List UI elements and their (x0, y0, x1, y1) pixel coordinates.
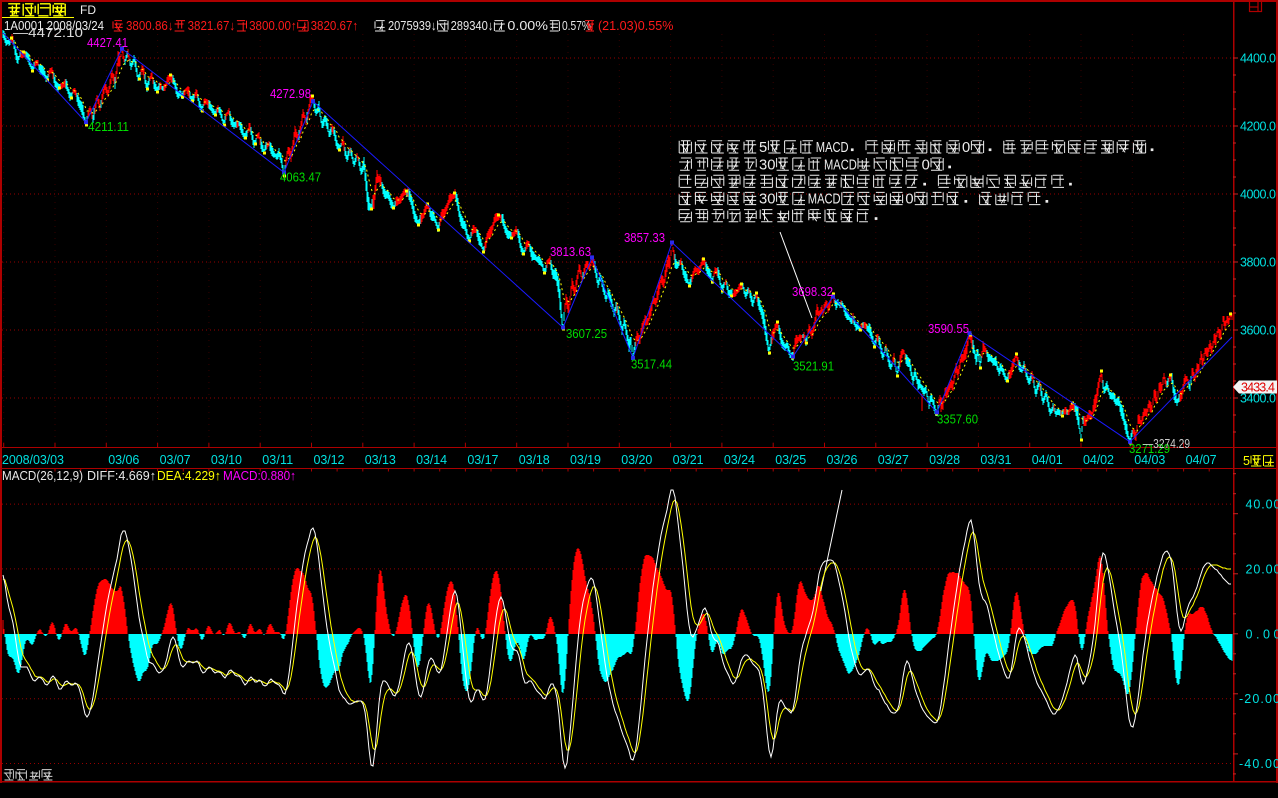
svg-text:4211.11: 4211.11 (88, 120, 129, 134)
svg-text:MACD: MACD (824, 156, 857, 173)
svg-text:3857.33: 3857.33 (624, 231, 665, 245)
svg-text:-40.00: -40.00 (1239, 757, 1278, 771)
svg-text:3400.0: 3400.0 (1240, 392, 1276, 406)
svg-text:03/31: 03/31 (980, 453, 1011, 467)
svg-text:2075939↓: 2075939↓ (388, 18, 437, 33)
svg-text:289340↓: 289340↓ (451, 18, 494, 33)
svg-text:04/01: 04/01 (1032, 453, 1063, 467)
svg-text:03/19: 03/19 (570, 453, 601, 467)
svg-text:40.00: 40.00 (1246, 498, 1278, 512)
svg-text:3521.91: 3521.91 (793, 360, 834, 374)
svg-text:—4472.10: —4472.10 (13, 26, 83, 40)
svg-text:5: 5 (759, 139, 767, 156)
svg-text:0.57%: 0.57% (562, 18, 591, 33)
svg-text:03/11: 03/11 (262, 453, 293, 467)
svg-text:3820.67↑: 3820.67↑ (311, 18, 359, 33)
svg-text:04/03: 04/03 (1134, 453, 1165, 467)
svg-text:3357.60: 3357.60 (937, 413, 978, 427)
svg-text:03/26: 03/26 (827, 453, 858, 467)
svg-text:30: 30 (759, 191, 775, 208)
svg-text:03/13: 03/13 (365, 453, 396, 467)
svg-text:04/02: 04/02 (1083, 453, 1114, 467)
svg-text:0.00%: 0.00% (507, 18, 548, 33)
svg-text:03/21: 03/21 (673, 453, 704, 467)
svg-text:DEA:4.229↑: DEA:4.229↑ (157, 468, 221, 483)
svg-text:30: 30 (759, 156, 775, 173)
svg-text:5: 5 (1243, 453, 1250, 468)
svg-text:0: 0 (905, 191, 913, 208)
svg-text:3607.25: 3607.25 (566, 327, 607, 341)
svg-text:03/18: 03/18 (519, 453, 550, 467)
svg-text:03/14: 03/14 (416, 453, 447, 467)
svg-text:03/28: 03/28 (929, 453, 960, 467)
svg-text:-20.00: -20.00 (1239, 692, 1278, 706)
svg-text:FD: FD (80, 3, 96, 17)
svg-text:3433.4: 3433.4 (1241, 381, 1275, 395)
svg-text:03/20: 03/20 (621, 453, 652, 467)
svg-text:4200.0: 4200.0 (1240, 120, 1276, 134)
svg-text:03/27: 03/27 (878, 453, 909, 467)
svg-text:03/10: 03/10 (211, 453, 242, 467)
svg-text:3271.29: 3271.29 (1129, 442, 1170, 456)
svg-text:3698.32: 3698.32 (792, 285, 833, 299)
svg-text:03/25: 03/25 (775, 453, 806, 467)
svg-text:20.00: 20.00 (1246, 562, 1278, 576)
svg-text:3590.55: 3590.55 (928, 322, 969, 336)
svg-text:4427.41: 4427.41 (87, 36, 128, 50)
svg-text:0: 0 (962, 139, 970, 156)
svg-text:MACD: MACD (816, 139, 849, 156)
svg-text:3600.0: 3600.0 (1240, 324, 1276, 338)
svg-text:3800.86↓: 3800.86↓ (126, 18, 174, 33)
svg-text:2008/03/03: 2008/03/03 (2, 453, 64, 467)
svg-text:4400.0: 4400.0 (1240, 52, 1276, 66)
svg-text:03/12: 03/12 (314, 453, 345, 467)
svg-text:4063.47: 4063.47 (280, 171, 321, 185)
svg-text:DIFF:4.669↑: DIFF:4.669↑ (87, 468, 156, 483)
svg-text:MACD: MACD (808, 191, 841, 208)
svg-text:3517.44: 3517.44 (631, 358, 672, 372)
svg-text:04/07: 04/07 (1186, 453, 1217, 467)
svg-text:3813.63: 3813.63 (550, 245, 591, 259)
svg-text:—3274.29: —3274.29 (1143, 437, 1190, 451)
svg-text:3800.0: 3800.0 (1240, 256, 1276, 270)
svg-text:(21.03)0.55%: (21.03)0.55% (598, 18, 674, 33)
svg-text:4000.0: 4000.0 (1240, 188, 1276, 202)
svg-text:03/07: 03/07 (160, 453, 191, 467)
svg-text:03/17: 03/17 (467, 453, 498, 467)
svg-text:MACD:0.880↑: MACD:0.880↑ (223, 468, 296, 483)
svg-text:4272.98: 4272.98 (270, 87, 311, 101)
svg-text:1A0001 2008/03/24: 1A0001 2008/03/24 (4, 19, 104, 33)
svg-text:MACD(26,12,9): MACD(26,12,9) (2, 469, 83, 483)
svg-text:3800.00↑: 3800.00↑ (249, 18, 297, 33)
svg-text:03/06: 03/06 (108, 453, 139, 467)
svg-text:0: 0 (922, 156, 930, 173)
svg-text:03/24: 03/24 (724, 453, 755, 467)
svg-text:3821.67↓: 3821.67↓ (188, 18, 236, 33)
